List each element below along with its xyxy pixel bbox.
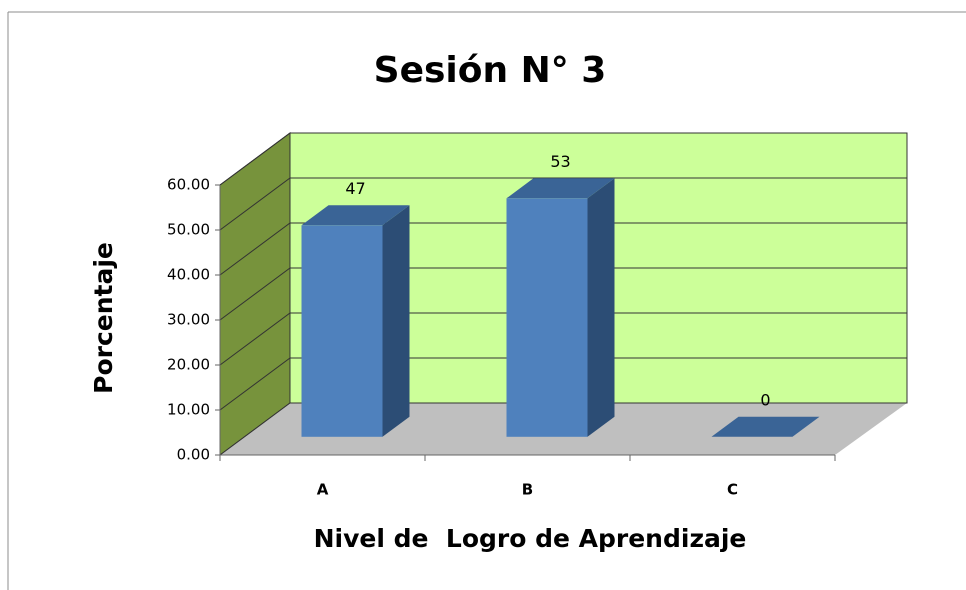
bar-side [382, 205, 410, 437]
x-tick-label: C [727, 481, 738, 499]
y-tick-label: 20.00 [167, 356, 210, 374]
grid-line [219, 267, 907, 321]
y-tick-label: 30.00 [167, 311, 210, 329]
bar [301, 225, 383, 437]
value-label: 53 [550, 152, 570, 171]
y-tick-label: 50.00 [167, 221, 210, 239]
y-tick-label: 10.00 [167, 401, 210, 419]
y-tick-label: 40.00 [167, 266, 210, 284]
value-label: 0 [760, 390, 770, 409]
grid-line [219, 357, 907, 411]
grid-line [219, 222, 907, 276]
value-label: 47 [345, 179, 365, 198]
bar-top [711, 416, 820, 437]
grid-line [219, 402, 907, 456]
x-tick-label: A [317, 481, 329, 499]
chart-title: Sesión N° 3 [374, 50, 607, 91]
grid-line [219, 312, 907, 366]
bar-top [506, 178, 615, 199]
bar [506, 198, 588, 437]
x-tick-label: B [522, 481, 533, 499]
y-tick-label: 0.00 [177, 446, 210, 464]
x-axis-label: Nivel de Logro de Aprendizaje [314, 524, 747, 553]
bar-side [587, 178, 615, 437]
bar-top [301, 205, 410, 226]
grid-line [219, 177, 907, 231]
y-axis-label: Porcentaje [89, 242, 118, 394]
grid-line [219, 132, 907, 186]
y-tick-label: 60.00 [167, 176, 210, 194]
